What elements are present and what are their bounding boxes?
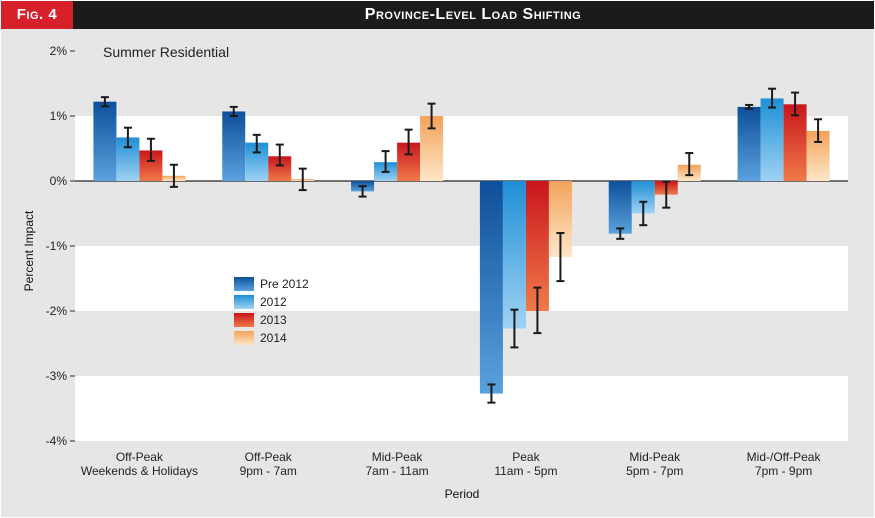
legend-label: Pre 2012 <box>260 277 309 291</box>
category-label-line1: Mid-Peak <box>372 450 424 464</box>
chart-title: Province-Level Load Shifting <box>364 6 582 23</box>
legend-swatch <box>234 277 254 291</box>
error-bar <box>487 383 496 404</box>
error-bar <box>427 102 436 130</box>
category-label-line2: 7pm - 9pm <box>755 464 812 478</box>
error-bar <box>616 227 625 240</box>
error-bar <box>662 180 671 209</box>
legend-label: 2012 <box>260 295 287 309</box>
category-label-line2: 9pm - 7am <box>240 464 297 478</box>
bar-pre-2012-cat1 <box>222 111 246 181</box>
category-label-line2: Weekends & Holidays <box>81 464 198 478</box>
category-label-line1: Peak <box>512 450 540 464</box>
error-bars-group <box>100 87 823 404</box>
error-bar <box>229 105 238 117</box>
bar-series-group <box>93 98 830 394</box>
y-axis-label: Percent Impact <box>22 210 36 291</box>
background-bands <box>75 116 848 441</box>
bar-2013-cat1 <box>268 156 292 181</box>
category-label-line2: 11am - 5pm <box>494 464 557 478</box>
bar-pre-2012-cat4 <box>608 181 632 234</box>
legend-swatch <box>234 313 254 327</box>
y-tick-label: 2% <box>50 44 68 58</box>
category-label-line1: Off-Peak <box>116 450 164 464</box>
legend-swatch <box>234 295 254 309</box>
error-bar <box>556 232 565 283</box>
bar-2012-cat3 <box>502 181 526 329</box>
band-white <box>75 376 848 441</box>
category-label-line2: 5pm - 7pm <box>626 464 683 478</box>
error-bar <box>791 91 800 117</box>
bar-2013-cat0 <box>139 150 163 181</box>
bar-2013-cat3 <box>525 181 549 311</box>
y-tick-label: -1% <box>46 239 68 253</box>
error-bar <box>298 167 307 192</box>
y-tick-label: -3% <box>46 369 68 383</box>
error-bar <box>381 150 390 173</box>
category-label-line1: Off-Peak <box>245 450 293 464</box>
category-label-line1: Mid-/Off-Peak <box>747 450 822 464</box>
bar-2014-cat3 <box>548 181 572 258</box>
error-bar <box>768 87 777 109</box>
bar-pre-2012-cat0 <box>93 101 117 181</box>
bar-2012-cat4 <box>631 181 655 214</box>
bar-2013-cat2 <box>397 142 421 181</box>
band-white <box>75 116 848 181</box>
band-white <box>75 246 848 311</box>
x-axis-label: Period <box>445 487 480 501</box>
error-bar <box>169 163 178 188</box>
legend: Pre 2012 2012 2013 2014 <box>234 277 309 345</box>
category-label-line1: Mid-Peak <box>629 450 681 464</box>
bar-2012-cat1 <box>245 142 269 181</box>
y-tick-label: -4% <box>46 434 68 448</box>
y-tick-label: 0% <box>50 174 68 188</box>
error-bar <box>745 103 754 110</box>
figure-number-label: Fig. 4 <box>1 1 73 29</box>
legend-label: 2014 <box>260 331 287 345</box>
bar-2013-cat5 <box>783 104 807 181</box>
bar-2012-cat5 <box>760 98 784 181</box>
category-label-line2: 7am - 11am <box>366 464 429 478</box>
error-bar <box>146 137 155 162</box>
bar-pre-2012-cat3 <box>479 181 503 394</box>
y-tick-label: 1% <box>50 109 68 123</box>
legend-swatch <box>234 331 254 345</box>
error-bar <box>123 126 132 149</box>
bar-2014-cat2 <box>420 116 444 181</box>
bar-pre-2012-cat5 <box>737 106 761 181</box>
y-tick-label: -2% <box>46 304 68 318</box>
error-bar <box>814 118 823 143</box>
bar-2014-cat5 <box>806 130 830 181</box>
error-bar <box>404 128 413 156</box>
chart-subtitle: Summer Residential <box>103 44 229 60</box>
y-axis-ticks: 2% 1% 0% -1% -2% -3% -4% <box>46 44 75 448</box>
header-bar <box>1 1 874 29</box>
error-bar <box>252 133 261 154</box>
error-bar <box>275 143 284 167</box>
error-bar <box>100 96 109 108</box>
error-bar <box>639 200 648 227</box>
error-bar <box>358 185 367 198</box>
error-bar <box>685 152 694 177</box>
bar-2012-cat0 <box>116 137 140 181</box>
error-bar <box>510 308 519 349</box>
error-bar <box>533 286 542 335</box>
legend-label: 2013 <box>260 313 287 327</box>
